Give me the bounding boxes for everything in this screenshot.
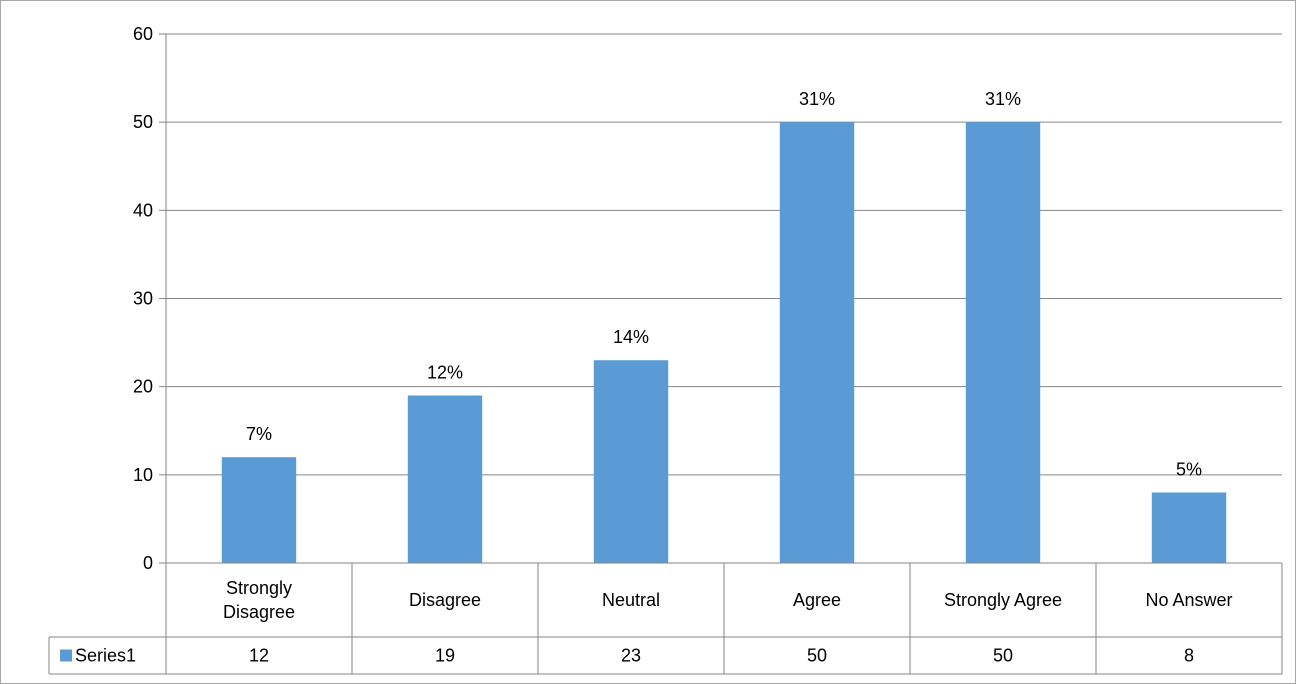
data-label: 12%: [427, 362, 463, 382]
category-label: Strongly: [226, 578, 292, 598]
category-label: Strongly Agree: [944, 590, 1062, 610]
y-tick-label: 10: [133, 465, 153, 485]
y-tick-label: 20: [133, 377, 153, 397]
bar: [965, 122, 1041, 564]
data-label: 31%: [799, 89, 835, 109]
category-label: Neutral: [602, 590, 660, 610]
data-label: 5%: [1176, 459, 1202, 479]
data-label: 7%: [246, 424, 272, 444]
table-value: 19: [435, 646, 455, 666]
category-label: Disagree: [223, 602, 295, 622]
y-tick-label: 30: [133, 289, 153, 309]
bar: [407, 395, 483, 563]
bar: [1151, 492, 1227, 563]
table-value: 8: [1184, 646, 1194, 666]
y-tick-label: 50: [133, 112, 153, 132]
data-label: 14%: [613, 327, 649, 347]
data-label: 31%: [985, 89, 1021, 109]
bar: [779, 122, 855, 564]
legend-label: Series1: [75, 646, 136, 666]
y-tick-label: 60: [133, 24, 153, 44]
category-label: Agree: [793, 590, 841, 610]
bar: [593, 360, 669, 563]
y-tick-label: 40: [133, 200, 153, 220]
table-value: 50: [807, 646, 827, 666]
y-tick-label: 0: [143, 553, 153, 573]
table-value: 50: [993, 646, 1013, 666]
table-value: 12: [249, 646, 269, 666]
legend-key: [60, 649, 72, 662]
table-value: 23: [621, 646, 641, 666]
category-label: No Answer: [1145, 590, 1232, 610]
bar: [221, 457, 297, 563]
category-label: Disagree: [409, 590, 481, 610]
